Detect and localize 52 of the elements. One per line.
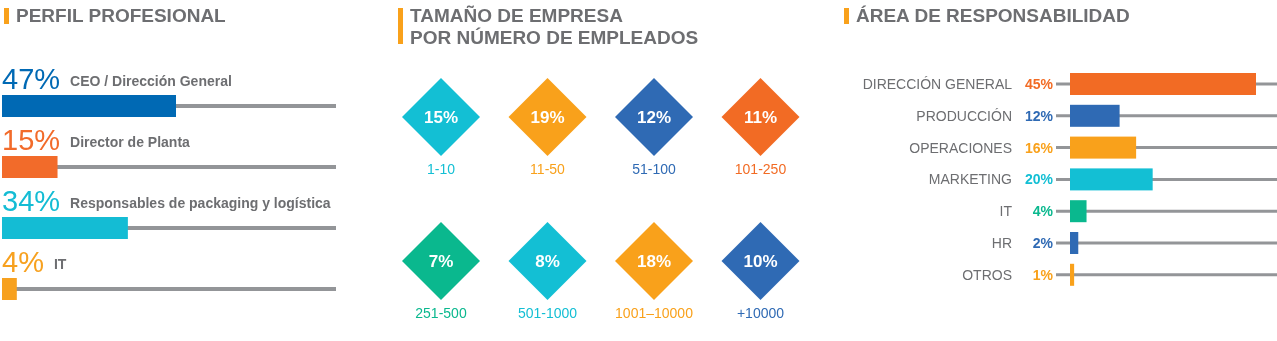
y-tick-label: PRODUCCIÓN [916, 107, 1012, 124]
category-label: 101-250 [734, 161, 787, 177]
y-tick-label: Responsables de packaging y logística [70, 195, 331, 211]
chart-title: ÁREA DE RESPONSABILIDAD [856, 5, 1130, 26]
bar [2, 278, 17, 300]
category-label: 51-100 [632, 161, 677, 177]
data-label: 7% [428, 252, 454, 271]
data-label: 8% [535, 252, 560, 271]
data-label: 4% [2, 246, 44, 278]
y-tick-label: Director de Planta [70, 134, 191, 150]
y-tick-label: CEO / Dirección General [70, 73, 232, 89]
data-label: 19% [530, 108, 565, 127]
data-label: 12% [636, 108, 672, 127]
bar [2, 217, 128, 239]
y-tick-label: HR [991, 235, 1012, 251]
data-label: 11% [743, 108, 778, 127]
bar [1070, 73, 1256, 95]
chart-title: PERFIL PROFESIONAL [16, 5, 227, 26]
bar [1070, 104, 1120, 127]
category-label: +10000 [736, 305, 785, 321]
data-label: 20% [1024, 171, 1054, 188]
y-tick-label: OPERACIONES [909, 139, 1012, 156]
category-label: 251-500 [415, 305, 467, 321]
y-tick-label: IT [999, 203, 1013, 220]
bar [2, 156, 58, 178]
data-label: 4% [1032, 203, 1054, 220]
bar [1070, 232, 1079, 254]
y-tick-label: IT [53, 256, 67, 272]
y-tick-label: DIRECCIÓN GENERAL [862, 76, 1013, 92]
data-label: 15% [2, 124, 61, 156]
category-label: 1001–10000 [615, 305, 694, 321]
y-tick-label: MARKETING [928, 171, 1012, 188]
data-label: 10% [743, 252, 778, 271]
category-label: 11-50 [530, 161, 566, 177]
bar [1070, 200, 1087, 223]
bar [1070, 168, 1153, 191]
text: TAMAÑO DE EMPRESA POR NÚMERO DE EMPLEADOS [410, 5, 699, 48]
data-label: 16% [1024, 139, 1054, 156]
data-label: 45% [1024, 76, 1054, 92]
data-label: 18% [636, 252, 672, 271]
data-label: 34% [2, 185, 61, 217]
category-label: 1-10 [426, 161, 456, 177]
y-tick-label: OTROS [962, 266, 1012, 283]
data-label: 47% [2, 63, 61, 95]
bar [1070, 136, 1137, 159]
data-label: 12% [1024, 107, 1054, 124]
bar [1070, 263, 1075, 286]
data-label: 15% [423, 108, 459, 127]
data-label: 1% [1032, 266, 1054, 283]
data-label: 2% [1032, 235, 1054, 251]
category-label: 501-1000 [517, 305, 578, 321]
bar [2, 95, 176, 117]
